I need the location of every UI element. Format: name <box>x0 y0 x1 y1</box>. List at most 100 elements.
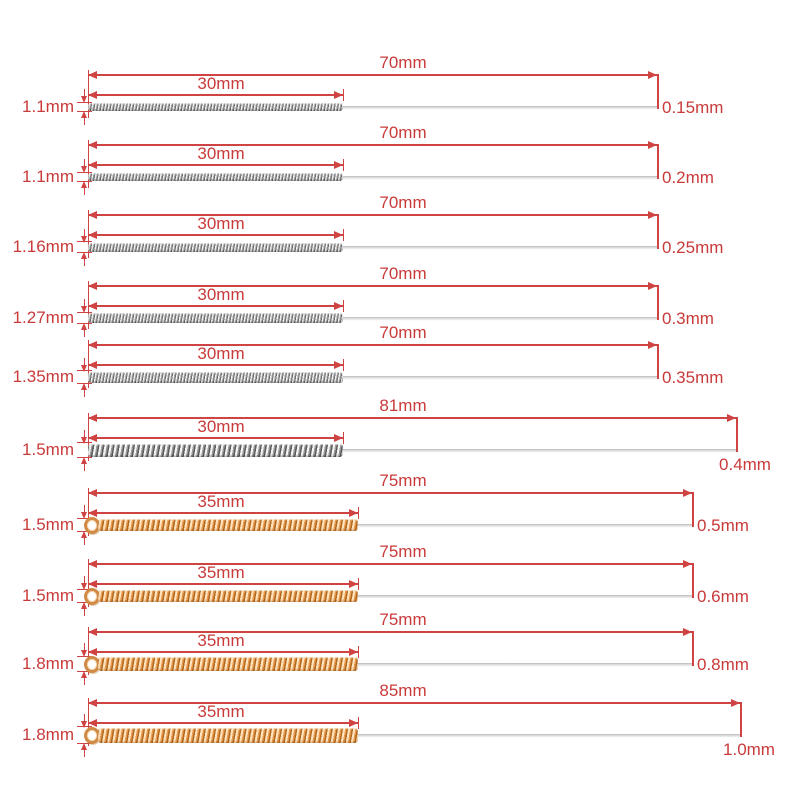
arrow-left-icon <box>88 579 97 588</box>
arrow-down-icon <box>80 650 87 657</box>
total-length-label: 75mm <box>379 542 427 561</box>
arrow-left-icon <box>88 413 97 422</box>
brush-length-label: 35mm <box>197 702 245 721</box>
needle-brush <box>88 103 343 111</box>
extension-tick <box>343 300 345 312</box>
arrow-left-icon <box>88 281 97 290</box>
extension-line <box>88 340 90 388</box>
dimension-line <box>83 505 85 513</box>
needle-wire <box>358 595 692 597</box>
dimension-line <box>83 643 85 651</box>
arrow-down-icon <box>80 364 87 372</box>
dimension-line <box>83 677 85 685</box>
arrow-up-icon <box>80 181 87 188</box>
brush-length-label: 30mm <box>197 344 245 363</box>
arrow-down-icon <box>80 583 87 590</box>
dimension-line <box>88 164 343 166</box>
dimension-line <box>88 512 358 514</box>
arrow-right-icon <box>648 281 657 290</box>
arrow-up-icon <box>80 742 87 750</box>
dimension-line <box>83 187 85 195</box>
dimension-line <box>83 576 85 584</box>
arrow-left-icon <box>88 433 97 442</box>
dimension-line <box>88 234 343 236</box>
dimension-line <box>83 117 85 125</box>
needle-wire <box>343 246 657 248</box>
extension-line <box>657 214 659 249</box>
arrow-right-icon <box>648 210 657 219</box>
arrow-left-icon <box>88 508 97 517</box>
dimension-line <box>83 713 85 722</box>
extension-line <box>88 281 90 329</box>
tip-diameter-label: 0.15mm <box>662 98 724 117</box>
tip-diameter-label: 0.3mm <box>662 309 714 328</box>
tip-diameter-label: 0.25mm <box>662 238 724 257</box>
arrow-down-icon <box>80 306 87 313</box>
shank-diameter-label: 1.5mm <box>22 440 74 459</box>
tip-diameter-label: 0.6mm <box>697 587 749 606</box>
arrow-up-icon <box>80 111 87 118</box>
needle-brush <box>98 657 358 671</box>
arrow-right-icon <box>349 579 358 588</box>
tip-diameter-label: 0.35mm <box>662 368 724 387</box>
brush-length-label: 35mm <box>197 631 245 650</box>
dimension-line <box>83 299 85 307</box>
arrow-left-icon <box>88 718 97 727</box>
arrow-right-icon <box>349 718 358 727</box>
total-length-label: 75mm <box>379 471 427 490</box>
arrow-up-icon <box>80 602 87 609</box>
extension-line <box>88 210 90 258</box>
dimension-line <box>88 285 657 287</box>
shank-diameter-label: 1.27mm <box>12 308 74 327</box>
arrow-right-icon <box>334 360 343 369</box>
arrow-left-icon <box>88 340 97 349</box>
extension-line <box>692 631 694 666</box>
dimension-line <box>88 74 657 76</box>
needle-brush <box>98 519 358 531</box>
arrow-left-icon <box>88 90 97 99</box>
extension-line <box>88 140 90 188</box>
brush-length-label: 30mm <box>197 144 245 163</box>
needle-brush <box>88 173 343 181</box>
extension-line <box>657 144 659 179</box>
arrow-down-icon <box>80 166 87 173</box>
extension-line <box>692 563 694 598</box>
arrow-up-icon <box>80 251 87 259</box>
needle-brush <box>88 371 343 383</box>
shank-diameter-label: 1.16mm <box>12 237 74 256</box>
arrow-left-icon <box>88 230 97 239</box>
shank-diameter-label: 1.35mm <box>12 367 74 386</box>
extension-line <box>740 702 742 737</box>
arrow-down-icon <box>80 720 87 728</box>
dimension-line <box>88 492 692 494</box>
arrow-left-icon <box>88 301 97 310</box>
arrow-left-icon <box>88 140 97 149</box>
extension-tick <box>358 578 360 590</box>
extension-line <box>88 698 90 746</box>
dimension-line <box>83 329 85 337</box>
extension-line <box>657 74 659 109</box>
arrow-up-icon <box>80 671 87 678</box>
dimension-line <box>83 159 85 167</box>
arrow-right-icon <box>334 160 343 169</box>
needle-brush <box>88 443 343 457</box>
needle-brush <box>88 313 343 323</box>
needle-brush <box>88 242 343 252</box>
total-length-label: 85mm <box>379 681 427 700</box>
dimension-line <box>83 257 85 266</box>
arrow-left-icon <box>88 70 97 79</box>
needle-brush <box>98 727 358 743</box>
extension-tick <box>343 432 345 444</box>
arrow-right-icon <box>349 647 358 656</box>
arrow-left-icon <box>88 210 97 219</box>
dimension-line <box>83 748 85 757</box>
extension-line <box>88 627 90 675</box>
extension-line <box>692 492 694 527</box>
arrow-left-icon <box>88 647 97 656</box>
dimension-line <box>88 722 358 724</box>
arrow-right-icon <box>334 301 343 310</box>
shank-diameter-label: 1.8mm <box>22 654 74 673</box>
dimension-line <box>88 563 692 565</box>
dimension-line <box>83 89 85 97</box>
